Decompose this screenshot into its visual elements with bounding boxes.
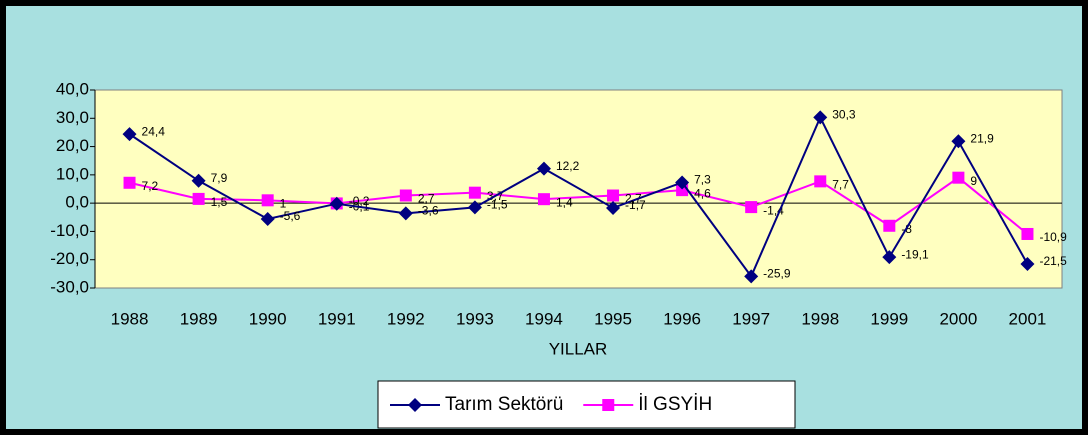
x-axis-label: YILLAR: [549, 339, 608, 358]
y-tick-label: -10,0: [50, 221, 89, 240]
x-tick-label: 1992: [387, 309, 425, 328]
data-label: 1,5: [211, 195, 228, 209]
data-label: 30,3: [832, 108, 856, 122]
legend-label: İl GSYİH: [638, 394, 712, 415]
data-label: -0,2: [349, 194, 370, 208]
data-label: -10,9: [1039, 230, 1067, 244]
x-tick-label: 1993: [456, 309, 494, 328]
data-label: -5,6: [280, 209, 301, 223]
data-label: 9: [970, 174, 977, 188]
marker: [398, 206, 413, 221]
marker: [329, 196, 344, 211]
x-tick-label: 1988: [111, 309, 149, 328]
marker: [1021, 227, 1034, 240]
data-label: -3,6: [418, 203, 439, 217]
data-label: 24,4: [142, 124, 166, 138]
marker: [814, 175, 827, 188]
data-label: 4,6: [694, 186, 711, 200]
x-tick-label: 2001: [1009, 309, 1047, 328]
legend-label: Tarım Sektörü: [445, 394, 563, 415]
x-tick-label: 1998: [801, 309, 839, 328]
x-tick-label: 1995: [594, 309, 632, 328]
marker: [882, 250, 897, 265]
marker: [744, 269, 759, 284]
data-label: -19,1: [901, 247, 929, 261]
marker: [745, 201, 758, 214]
y-tick-label: 30,0: [56, 108, 89, 127]
marker: [123, 176, 136, 189]
x-tick-label: 1991: [318, 309, 356, 328]
x-tick-label: 1999: [870, 309, 908, 328]
marker: [260, 211, 275, 226]
marker: [813, 110, 828, 125]
x-tick-label: 2000: [939, 309, 977, 328]
marker: [261, 194, 274, 207]
data-label: 1: [280, 196, 287, 210]
marker: [1020, 256, 1035, 271]
marker: [606, 200, 621, 215]
data-label: 1,4: [556, 195, 573, 209]
marker: [192, 192, 205, 205]
marker: [675, 175, 690, 190]
x-tick-label: 1997: [732, 309, 770, 328]
marker: [537, 193, 550, 206]
data-label: 7,9: [211, 171, 228, 185]
data-label: -1,7: [625, 198, 646, 212]
data-label: 12,2: [556, 159, 580, 173]
data-label: -25,9: [763, 267, 791, 281]
x-tick-label: 1994: [525, 309, 563, 328]
data-label: 7,3: [694, 173, 711, 187]
series-line: [129, 176, 1029, 235]
y-tick-label: 0,0: [65, 193, 89, 212]
data-label: 2,7: [418, 192, 435, 206]
series-line: [128, 115, 1029, 279]
x-tick-label: 1989: [180, 309, 218, 328]
marker: [951, 134, 966, 149]
y-tick-label: -20,0: [50, 249, 89, 268]
y-tick-label: 20,0: [56, 136, 89, 155]
x-tick-label: 1996: [663, 309, 701, 328]
data-label: -21,5: [1039, 254, 1067, 268]
x-tick-label: 1990: [249, 309, 287, 328]
y-tick-label: -30,0: [50, 277, 89, 296]
marker: [468, 186, 481, 199]
marker: [399, 189, 412, 202]
data-label: 21,9: [970, 131, 994, 145]
legend-marker: [408, 398, 422, 412]
marker: [952, 171, 965, 184]
y-tick-label: 10,0: [56, 164, 89, 183]
data-label: -1,5: [487, 198, 508, 212]
legend-marker: [602, 399, 615, 411]
marker: [467, 200, 482, 215]
y-tick-label: 40,0: [56, 79, 89, 98]
marker: [122, 127, 137, 142]
marker: [883, 219, 896, 232]
marker: [607, 189, 620, 202]
data-label: 7,2: [142, 179, 159, 193]
data-label: 7,7: [832, 178, 849, 192]
marker: [191, 173, 206, 188]
marker: [536, 161, 551, 176]
